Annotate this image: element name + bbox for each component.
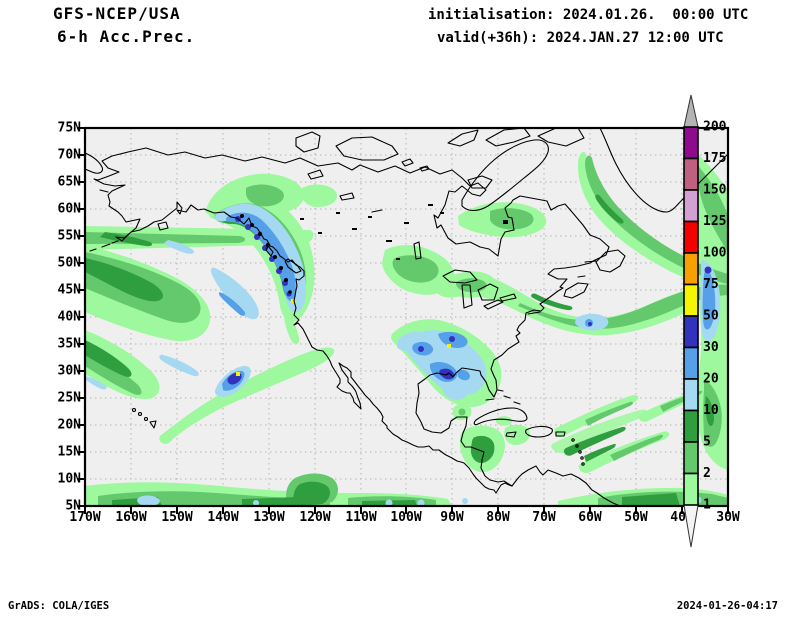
colorbar-label: 125: [703, 214, 726, 229]
lon-label: 140W: [207, 510, 238, 525]
colorbar-label: 30: [703, 340, 719, 355]
colorbar-label: 175: [703, 151, 726, 166]
lat-label: 10N: [58, 472, 82, 487]
lon-axis-labels: 170W 160W 150W 140W 130W 120W 110W 100W …: [69, 510, 740, 525]
precip-shading: [85, 145, 728, 506]
colorbar-segments: [683, 126, 699, 506]
colorbar-labels: 200 175 150 125 100 75 50 30 20 10 5 2 1: [703, 120, 727, 513]
lon-label: 50W: [624, 510, 648, 525]
lat-label: 35N: [58, 337, 82, 352]
colorbar-label: 10: [703, 403, 719, 418]
lat-label: 70N: [58, 148, 82, 163]
lat-label: 5N: [65, 499, 81, 514]
colorbar-overflow-arrow-icon: [683, 94, 699, 128]
colorbar-underflow-arrow-icon: [683, 504, 699, 548]
colorbar: 200 175 150 125 100 75 50 30 20 10 5 2 1: [683, 94, 727, 548]
precip-level-5-10: [85, 194, 714, 506]
lon-label: 130W: [253, 510, 284, 525]
lat-label: 55N: [58, 229, 82, 244]
lon-label: 100W: [390, 510, 421, 525]
colorbar-label: 100: [703, 246, 727, 261]
colorbar-label: 200: [703, 120, 727, 135]
generation-timestamp: 2024-01-26-04:17: [677, 600, 778, 612]
lon-label: 90W: [440, 510, 464, 525]
grads-credit: GrADS: COLA/IGES: [8, 600, 109, 612]
lat-label: 25N: [58, 391, 82, 406]
product-title: 6-h Acc.Prec.: [57, 27, 195, 46]
lon-label: 80W: [486, 510, 510, 525]
lon-label: 30W: [716, 510, 740, 525]
lat-label: 40N: [58, 310, 82, 325]
lon-label: 110W: [345, 510, 376, 525]
colorbar-label: 150: [703, 183, 727, 198]
model-title: GFS-NCEP/USA: [53, 4, 181, 23]
lat-label: 50N: [58, 256, 82, 271]
valid-time-label: valid(+36h): 2024.JAN.27 12:00 UTC: [437, 30, 724, 46]
lat-label: 45N: [58, 283, 82, 298]
lon-label: 60W: [578, 510, 602, 525]
colorbar-label: 75: [703, 277, 719, 292]
lat-axis-labels: 75N 70N 65N 60N 55N 50N 45N 40N 35N 30N …: [58, 121, 82, 514]
axis-ticks: [77, 127, 729, 514]
init-time-label: initialisation: 2024.01.26. 00:00 UTC: [428, 7, 748, 23]
header: GFS-NCEP/USA 6-h Acc.Prec. initialisatio…: [53, 4, 748, 46]
plot-footer: GrADS: COLA/IGES 2024-01-26-04:17: [8, 600, 778, 612]
lon-label: 160W: [115, 510, 146, 525]
lat-label: 15N: [58, 445, 82, 460]
heavy-precip-specks: [240, 204, 508, 294]
lat-label: 60N: [58, 202, 82, 217]
colorbar-label: 20: [703, 372, 719, 387]
colorbar-label: 1: [703, 498, 711, 513]
lon-label: 150W: [161, 510, 192, 525]
colorbar-label: 5: [703, 435, 711, 450]
coastlines: [85, 128, 728, 506]
lon-label: 70W: [532, 510, 556, 525]
colorbar-label: 50: [703, 309, 719, 324]
lon-label: 120W: [299, 510, 330, 525]
lat-label: 20N: [58, 418, 82, 433]
colorbar-label: 2: [703, 466, 711, 481]
precip-level-50-75: [236, 299, 451, 376]
lat-label: 30N: [58, 364, 82, 379]
lat-label: 75N: [58, 121, 82, 136]
lat-label: 65N: [58, 175, 82, 190]
lon-label: 170W: [69, 510, 100, 525]
